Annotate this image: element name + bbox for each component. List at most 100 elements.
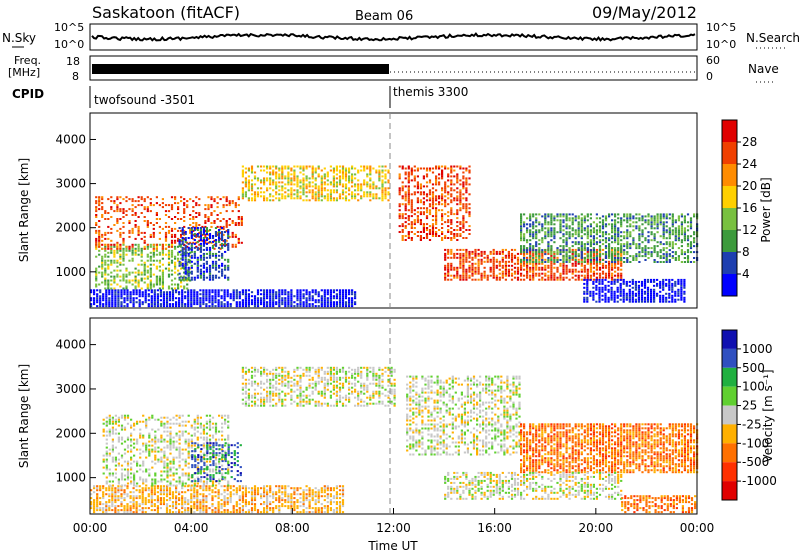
- heatmap-cell: [93, 299, 95, 301]
- heatmap-cell: [238, 210, 240, 212]
- heatmap-cell: [142, 291, 144, 293]
- heatmap-cell: [587, 235, 589, 237]
- heatmap-cell: [447, 229, 449, 231]
- heatmap-cell: [150, 268, 152, 270]
- heatmap-cell: [156, 276, 158, 278]
- heatmap-cell: [532, 247, 534, 249]
- heatmap-cell: [678, 227, 680, 229]
- heatmap-cell: [175, 289, 177, 291]
- heatmap-cell: [339, 170, 341, 172]
- heatmap-cell: [584, 275, 586, 277]
- heatmap-cell: [290, 291, 292, 293]
- heatmap-cell: [623, 281, 625, 283]
- heatmap-cell: [644, 287, 646, 289]
- heatmap-cell: [641, 283, 643, 285]
- heatmap-cell: [435, 223, 437, 225]
- heatmap-cell: [672, 255, 674, 257]
- heatmap-cell: [566, 251, 568, 253]
- heatmap-cell: [490, 269, 492, 271]
- heatmap-cell: [306, 187, 308, 189]
- heatmap-cell: [553, 241, 555, 243]
- heatmap-cell: [553, 275, 555, 277]
- heatmap-cell: [101, 236, 103, 238]
- heatmap-cell: [653, 301, 655, 303]
- heatmap-cell: [184, 509, 186, 511]
- heatmap-cell: [135, 278, 137, 280]
- heatmap-cell: [354, 173, 356, 175]
- heatmap-cell: [242, 187, 244, 189]
- heatmap-cell: [206, 269, 208, 271]
- heatmap-cell: [687, 229, 689, 231]
- heatmap-cell: [321, 195, 323, 197]
- heatmap-cell: [175, 487, 177, 489]
- heatmap-cell: [544, 227, 546, 229]
- heatmap-cell: [193, 291, 195, 293]
- heatmap-cell: [595, 289, 597, 291]
- heatmap-cell: [122, 274, 124, 276]
- heatmap-cell: [165, 254, 167, 256]
- heatmap-cell: [198, 204, 200, 206]
- heatmap-cell: [182, 237, 184, 239]
- heatmap-cell: [142, 503, 144, 505]
- heatmap-cell: [550, 217, 552, 219]
- heatmap-cell: [674, 291, 676, 293]
- heatmap-cell: [687, 225, 689, 227]
- heatmap-cell: [130, 301, 132, 303]
- heatmap-cell: [408, 233, 410, 235]
- heatmap-cell: [348, 179, 350, 181]
- heatmap-cell: [151, 497, 153, 499]
- heatmap-cell: [200, 269, 202, 271]
- heatmap-cell: [327, 301, 329, 303]
- heatmap-cell: [435, 221, 437, 223]
- heatmap-cell: [590, 229, 592, 231]
- heatmap-cell: [675, 239, 677, 241]
- heatmap-cell: [125, 276, 127, 278]
- heatmap-cell: [284, 183, 286, 185]
- heatmap-cell: [318, 166, 320, 168]
- heatmap-cell: [312, 173, 314, 175]
- heatmap-cell: [206, 249, 208, 251]
- heatmap-cell: [378, 179, 380, 181]
- heatmap-cell: [462, 197, 464, 199]
- heatmap-cell: [614, 281, 616, 283]
- heatmap-cell: [278, 185, 280, 187]
- heatmap-cell: [529, 259, 531, 261]
- heatmap-cell: [444, 279, 446, 281]
- heatmap-cell: [217, 196, 219, 198]
- heatmap-cell: [566, 269, 568, 271]
- heatmap-cell: [520, 217, 522, 219]
- heatmap-cell: [110, 216, 112, 218]
- heatmap-cell: [654, 249, 656, 251]
- heatmap-cell: [598, 295, 600, 297]
- heatmap-cell: [136, 289, 138, 291]
- heatmap-cell: [179, 277, 181, 279]
- heatmap-cell: [206, 277, 208, 279]
- heatmap-cell: [562, 279, 564, 281]
- heatmap-cell: [553, 219, 555, 221]
- heatmap-cell: [578, 253, 580, 255]
- heatmap-cell: [98, 246, 100, 248]
- heatmap-cell: [348, 177, 350, 179]
- heatmap-cell: [227, 279, 229, 281]
- heatmap-cell: [157, 491, 159, 493]
- heatmap-cell: [614, 257, 616, 259]
- heatmap-cell: [663, 249, 665, 251]
- heatmap-cell: [151, 503, 153, 505]
- heatmap-cell: [111, 299, 113, 301]
- heatmap-cell: [572, 263, 574, 265]
- heatmap-cell: [284, 305, 286, 307]
- heatmap-cell: [157, 511, 159, 513]
- heatmap-cell: [306, 177, 308, 179]
- heatmap-cell: [429, 179, 431, 181]
- heatmap-cell: [196, 297, 198, 299]
- heatmap-cell: [107, 264, 109, 266]
- heatmap-cell: [608, 265, 610, 267]
- heatmap-cell: [614, 271, 616, 273]
- heatmap-cell: [596, 261, 598, 263]
- heatmap-cell: [139, 509, 141, 511]
- heatmap-cell: [198, 214, 200, 216]
- heatmap-cell: [578, 259, 580, 261]
- heatmap-cell: [284, 299, 286, 301]
- heatmap-cell: [185, 267, 187, 269]
- heatmap-cell: [309, 295, 311, 297]
